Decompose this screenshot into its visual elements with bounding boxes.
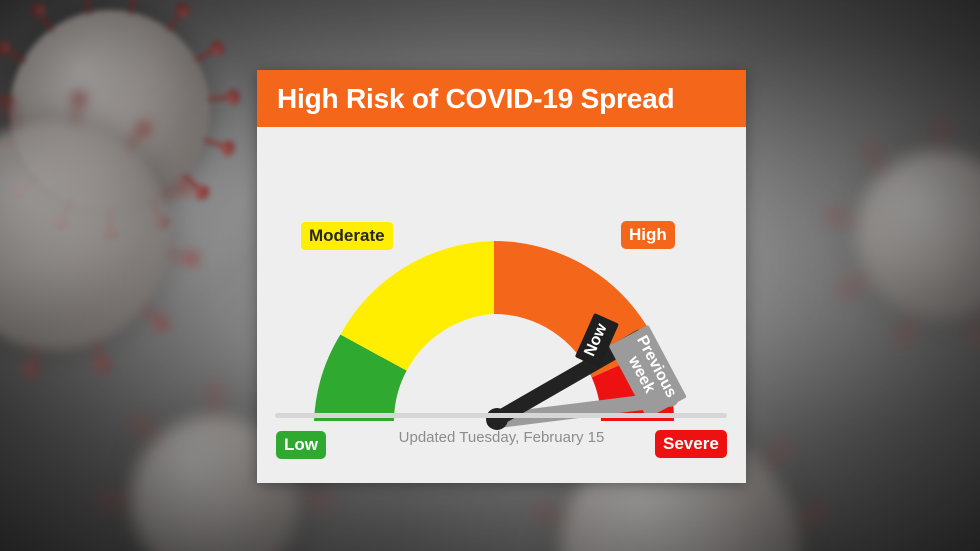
page-title: High Risk of COVID-19 Spread <box>277 82 675 114</box>
gauge-label-severe: Severe <box>655 430 727 458</box>
updated-timestamp: Updated Tuesday, February 15 <box>398 429 605 446</box>
risk-gauge: Moderate High Low Severe Now Previous we… <box>257 127 746 459</box>
gauge-label-low: Low <box>276 431 326 459</box>
gauge-label-moderate: Moderate <box>301 222 393 250</box>
gauge-band-low <box>314 334 407 421</box>
virus-particle-icon <box>836 130 980 335</box>
card-body: Moderate High Low Severe Now Previous we… <box>257 127 746 483</box>
gauge-label-high: High <box>621 221 675 249</box>
gauge-band-moderate <box>340 241 494 371</box>
card-header: High Risk of COVID-19 Spread <box>257 70 746 127</box>
virus-particle-icon <box>0 101 189 369</box>
footer-divider <box>275 413 727 418</box>
risk-gauge-card: High Risk of COVID-19 Spread <box>257 70 746 483</box>
